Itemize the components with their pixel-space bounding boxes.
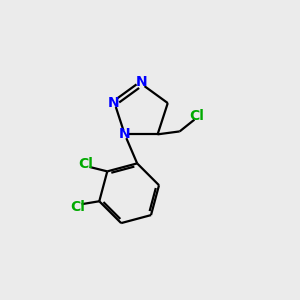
Text: Cl: Cl [70,200,85,214]
Text: N: N [135,75,147,89]
Text: N: N [119,128,130,141]
Text: Cl: Cl [189,109,204,123]
Text: Cl: Cl [78,157,93,171]
Text: N: N [107,96,119,110]
